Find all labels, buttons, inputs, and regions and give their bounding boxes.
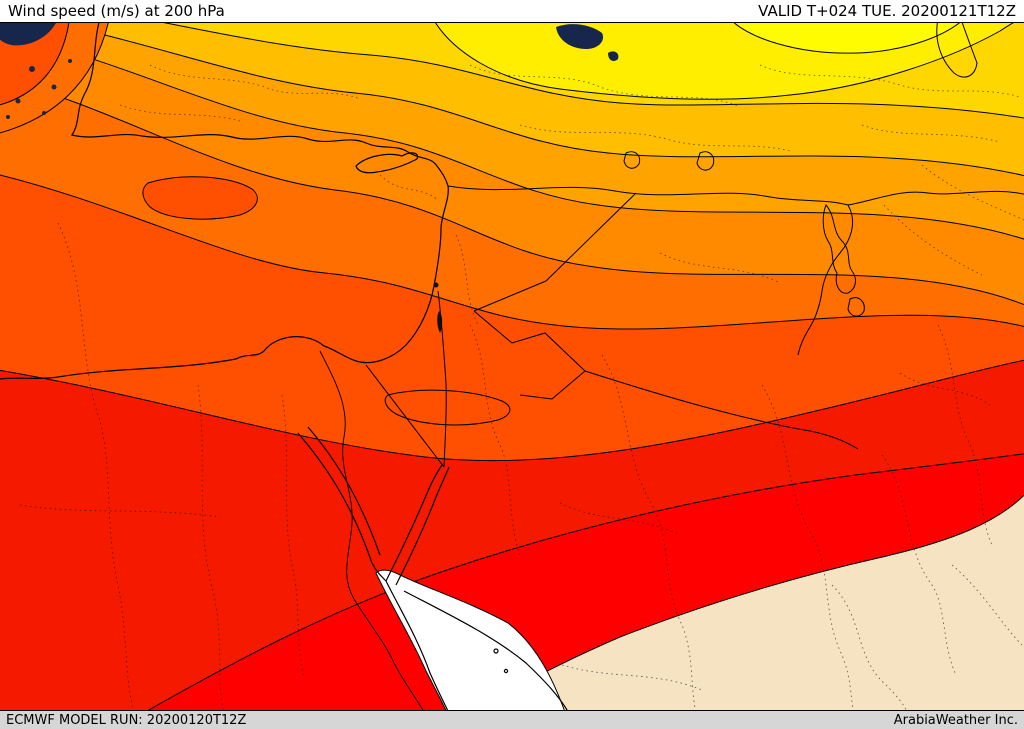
dotted-admin-line xyxy=(761,384,854,710)
contour-line xyxy=(0,174,1024,330)
dotted-admin-line xyxy=(561,664,703,691)
dotted-admin-line xyxy=(197,384,224,710)
aegean-sea-patch xyxy=(0,23,56,46)
dotted-admin-line xyxy=(519,124,791,152)
valid-time-label: VALID T+024 TUE. 20200121T12Z xyxy=(758,2,1016,20)
contour-line xyxy=(0,359,1024,462)
aegean-island xyxy=(29,66,35,72)
dotted-admin-line xyxy=(937,324,993,546)
gulf-of-suez-coast xyxy=(307,426,381,556)
red-sea-west-shore xyxy=(385,580,449,710)
aegean-island xyxy=(6,115,10,119)
header-bar: Wind speed (m/s) at 200 hPa VALID T+024 … xyxy=(0,0,1024,23)
gulf-of-aqaba-coast xyxy=(395,466,450,586)
contour-line xyxy=(142,176,258,220)
dotted-admin-boundaries xyxy=(19,64,1024,710)
lake-urmia xyxy=(696,151,715,171)
aegean-island xyxy=(68,59,72,63)
dotted-admin-line xyxy=(149,64,361,100)
band-blob-red-orange xyxy=(142,176,258,220)
contour-line xyxy=(733,23,960,54)
contour-line xyxy=(147,453,1024,710)
iran-salt-lake xyxy=(847,297,865,317)
border-jordan-saudi xyxy=(473,310,586,400)
dotted-admin-line xyxy=(899,372,991,406)
dotted-admin-line xyxy=(57,222,134,710)
dotted-admin-line xyxy=(19,504,221,518)
caspian-corner-coast xyxy=(936,23,978,78)
lake-van xyxy=(623,151,641,169)
dotted-admin-line xyxy=(831,584,907,710)
model-run-label: ECMWF MODEL RUN: 20200120T12Z xyxy=(6,712,247,728)
page-title: Wind speed (m/s) at 200 hPa xyxy=(8,2,225,20)
band-yellow-core xyxy=(734,23,959,54)
dotted-admin-line xyxy=(559,502,681,536)
aegean-island xyxy=(15,98,21,104)
border-turkey-syria xyxy=(447,185,849,206)
black-sea-patch xyxy=(608,51,619,61)
red-sea-east-shore xyxy=(403,590,568,710)
border-iraq-iran xyxy=(797,204,853,356)
dotted-admin-line xyxy=(455,234,479,326)
gulf-of-suez-coast xyxy=(297,432,373,564)
sinai-tip-coast xyxy=(371,562,387,582)
contour-line xyxy=(0,34,1024,240)
red-sea-island xyxy=(493,648,499,654)
gulf-of-aqaba-coast xyxy=(385,464,443,582)
dotted-admin-line xyxy=(861,124,1001,143)
dotted-admin-line xyxy=(469,64,741,108)
band-cream xyxy=(477,495,1024,710)
country-borders xyxy=(365,185,1024,468)
border-egypt-israel xyxy=(365,364,445,468)
nile-river xyxy=(319,350,424,710)
contour-line xyxy=(435,23,1014,100)
band-tongue-red-orange xyxy=(385,390,510,425)
footer-bar: ECMWF MODEL RUN: 20200120T12Z ArabiaWeat… xyxy=(0,710,1024,729)
contour-line xyxy=(49,23,1024,177)
aegean-island xyxy=(51,84,57,90)
attribution-label: ArabiaWeather Inc. xyxy=(893,712,1018,728)
border-israel-jordan xyxy=(437,290,447,468)
black-sea-patch xyxy=(556,24,604,49)
contour-line xyxy=(0,23,109,134)
wind-map-svg xyxy=(0,23,1024,710)
map-area xyxy=(0,23,1024,710)
dotted-admin-line xyxy=(883,204,983,276)
dark-sea-patches xyxy=(0,23,619,119)
border-turkey-iran xyxy=(847,190,1024,206)
aegean-island xyxy=(42,111,46,115)
band-white-red-sea xyxy=(375,569,565,710)
contour-line xyxy=(384,389,511,426)
iran-salt-lake xyxy=(822,204,856,294)
contour-line xyxy=(163,23,1024,119)
red-sea-island xyxy=(503,668,509,674)
border-iraq-saudi xyxy=(584,370,859,450)
border-jordan-iraq xyxy=(473,280,547,312)
cyprus-island xyxy=(355,152,419,174)
contour-line xyxy=(0,23,70,106)
border-syria-iraq xyxy=(545,192,637,282)
sea-of-galilee xyxy=(433,282,439,288)
dotted-admin-line xyxy=(119,104,241,122)
